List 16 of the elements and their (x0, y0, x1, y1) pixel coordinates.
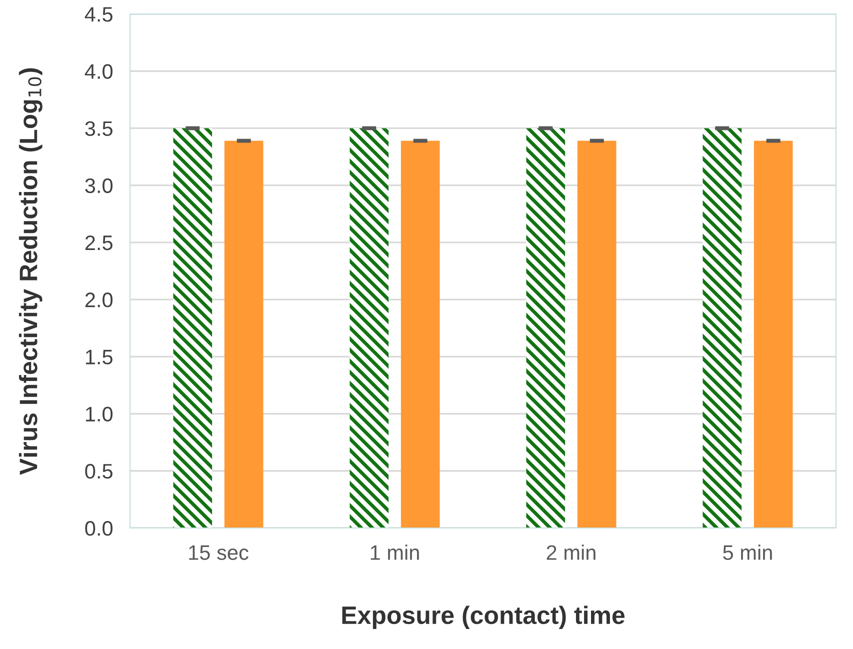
y-tick-label: 1.5 (86, 350, 112, 364)
x-axis-title: Exposure (contact) time (342, 606, 625, 630)
x-tick-label: 1 min (370, 544, 419, 560)
y-tick-label: 2.0 (85, 292, 113, 308)
y-tick-label: 1.0 (86, 406, 113, 422)
y-tick-label: 0.0 (85, 521, 113, 536)
x-tick-label: 5 min (723, 544, 772, 560)
y-tick-label: 4.0 (84, 64, 113, 79)
y-axis-title: Virus Infectivity Reduction (Log$_{10}$) (18, 68, 42, 475)
y-tick-label: 0.5 (85, 464, 112, 479)
y-tick-label: 3.5 (85, 121, 112, 136)
y-tick-label: 2.5 (85, 235, 112, 250)
y-tick-label: 4.5 (84, 7, 112, 22)
y-tick-label: 3.0 (85, 178, 113, 194)
x-tick-label: 15 sec (189, 545, 248, 560)
x-tick-label: 2 min (546, 544, 596, 560)
